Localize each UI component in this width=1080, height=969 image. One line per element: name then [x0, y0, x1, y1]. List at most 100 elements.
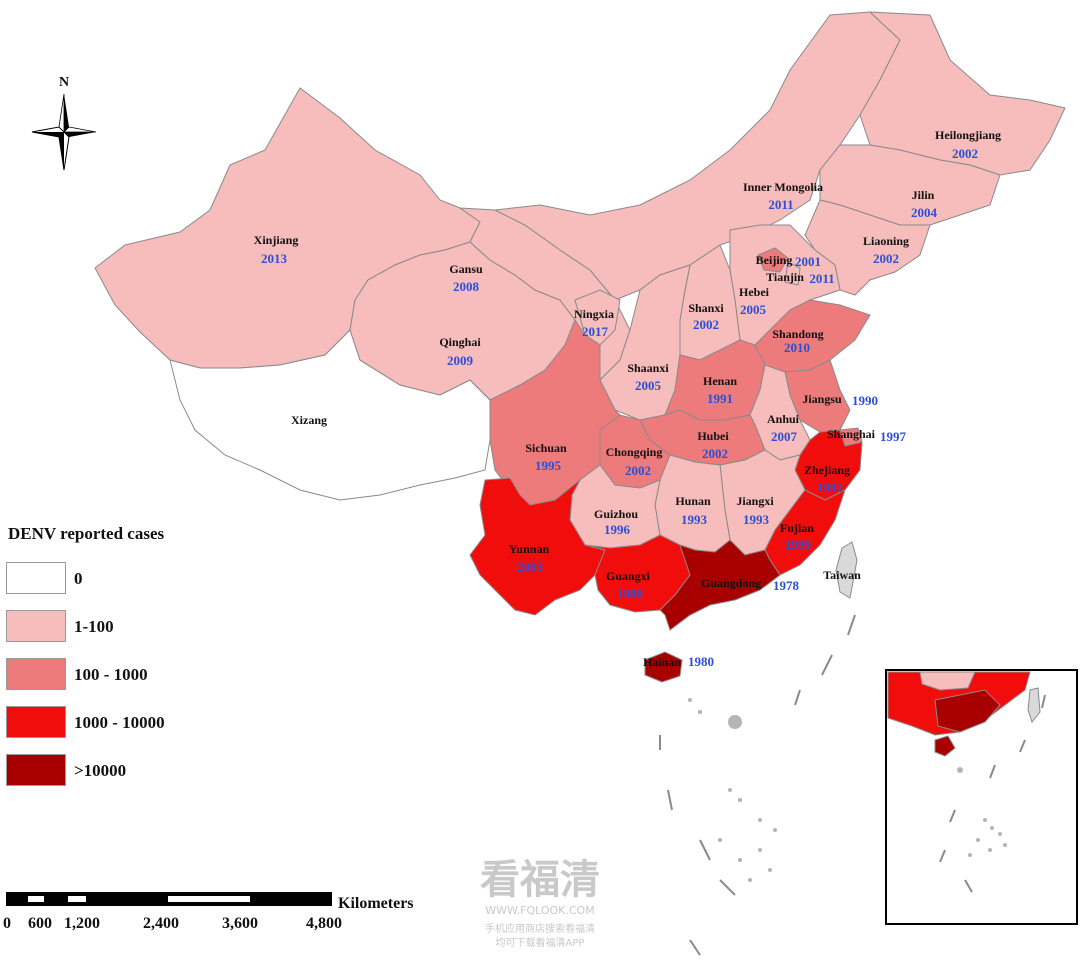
province-year-label: 2011	[809, 271, 834, 286]
province-name-label: Gansu	[449, 262, 483, 276]
province-name-label: Sichuan	[525, 441, 567, 455]
north-label: N	[59, 75, 69, 90]
province-name-label: Heilongjiang	[935, 128, 1001, 142]
province-name-label: Shanxi	[688, 301, 724, 315]
province-name-label: Shandong	[772, 327, 823, 341]
legend-swatch	[6, 610, 66, 642]
compass-rose: N	[31, 75, 97, 171]
watermark-logo: 看福清	[480, 857, 600, 903]
legend-swatch	[6, 658, 66, 690]
province-sichuan	[469, 318, 621, 506]
scale-bar: Kilometers 0 600 1,200 2,400 3,600 4,800	[3, 892, 414, 932]
watermark-line1: 手机应用商店搜索看福清	[485, 922, 595, 935]
province-name-label: Taiwan	[823, 568, 861, 582]
province-year-label: 2002	[625, 463, 651, 478]
province-year-label: 1999	[785, 537, 812, 552]
legend-swatch	[6, 754, 66, 786]
province-year-label: 2002	[952, 146, 978, 161]
province-labels: Heilongjiang 2002 Inner Mongolia 2011 Jilin 2…	[254, 128, 1001, 669]
province-name-label: Qinghai	[439, 335, 481, 349]
island-dashes	[659, 614, 856, 956]
province-year-label: 2001	[795, 254, 821, 269]
province-name-label: Guizhou	[594, 507, 638, 521]
province-year-label: 2004	[911, 205, 938, 220]
legend-label: >10000	[74, 761, 127, 780]
scale-tick: 1,200	[64, 915, 100, 932]
province-name-label: Jilin	[912, 188, 935, 202]
legend-swatch	[6, 562, 66, 594]
province-year-label: 2005	[635, 378, 662, 393]
province-name-label: Xinjiang	[254, 233, 299, 247]
province-name-label: Jiangsu	[802, 392, 842, 406]
province-name-label: Henan	[703, 374, 737, 388]
scale-tick: 0	[3, 915, 11, 932]
province-year-label: 1993	[743, 512, 770, 527]
province-year-label: 1997	[880, 429, 907, 444]
province-name-label: Yunnan	[509, 542, 550, 556]
province-name-label: Guangxi	[606, 569, 651, 583]
province-year-label: 2002	[702, 446, 728, 461]
island-dots	[688, 698, 777, 882]
province-year-label: 1980	[617, 586, 643, 601]
province-year-label: 2007	[771, 429, 798, 444]
province-name-label: Liaoning	[863, 234, 909, 248]
province-year-label: 2002	[873, 251, 899, 266]
province-name-label: Hubei	[697, 429, 729, 443]
legend-label: 1000 - 10000	[74, 713, 165, 732]
province-name-label: Shanghai	[827, 427, 876, 441]
province-year-label: 1991	[707, 391, 733, 406]
watermark: 看福清 WWW.FQLOOK.COM 手机应用商店搜索看福清 均可下载看福清AP…	[480, 857, 600, 949]
province-year-label: 1978	[773, 578, 800, 593]
province-year-label: 2003	[517, 559, 544, 574]
legend-label: 1-100	[74, 617, 114, 636]
province-taiwan	[835, 541, 858, 599]
province-name-label: Hebei	[739, 285, 770, 299]
province-year-label: 1993	[681, 512, 708, 527]
province-name-label: Beijing	[756, 253, 793, 267]
province-name-label: Anhui	[767, 412, 800, 426]
province-year-label: 2011	[768, 197, 793, 212]
province-guangdong	[659, 539, 781, 631]
province-name-label: Fujian	[780, 521, 814, 535]
province-year-label: 1980	[688, 654, 714, 669]
province-year-label: 1996	[604, 522, 631, 537]
province-name-label: Guangdong	[701, 576, 761, 590]
province-name-label: Inner Mongolia	[743, 180, 823, 194]
province-year-label: 2005	[740, 302, 767, 317]
province-year-label: 1990	[852, 393, 878, 408]
province-name-label: Hainan	[643, 655, 681, 669]
scale-tick: 3,600	[222, 915, 258, 932]
province-name-label: Shaanxi	[627, 361, 669, 375]
province-name-label: Zhejiang	[804, 463, 850, 477]
province-name-label: Xizang	[291, 413, 327, 427]
province-year-label: 2009	[447, 353, 474, 368]
scale-tick: 4,800	[306, 915, 342, 932]
scale-tick: 2,400	[143, 915, 179, 932]
watermark-url: WWW.FQLOOK.COM	[485, 904, 594, 917]
inset-map	[885, 669, 1078, 925]
legend-label: 0	[74, 569, 83, 588]
province-year-label: 2002	[693, 317, 719, 332]
province-beijing	[757, 247, 789, 273]
province-year-label: 2008	[453, 279, 480, 294]
province-year-label: 2017	[582, 324, 609, 339]
province-tianjin	[784, 261, 801, 286]
province-shapes	[94, 11, 1066, 956]
province-name-label: Jiangxi	[736, 494, 774, 508]
legend-title: DENV reported cases	[8, 524, 165, 543]
province-fujian	[764, 489, 846, 576]
province-name-label: Ningxia	[574, 307, 614, 321]
scale-unit: Kilometers	[338, 895, 414, 912]
province-name-label: Tianjin	[766, 270, 804, 284]
province-hainan	[644, 651, 683, 683]
province-name-label: Hunan	[675, 494, 711, 508]
scale-tick: 600	[28, 915, 52, 932]
province-year-label: 2010	[784, 340, 810, 355]
province-name-label: Chongqing	[606, 445, 663, 459]
province-year-label: 1992	[817, 480, 843, 495]
province-year-label: 1995	[535, 458, 562, 473]
province-year-label: 2013	[261, 251, 288, 266]
watermark-line2: 均可下载看福清APP	[496, 936, 585, 949]
legend-label: 100 - 1000	[74, 665, 148, 684]
